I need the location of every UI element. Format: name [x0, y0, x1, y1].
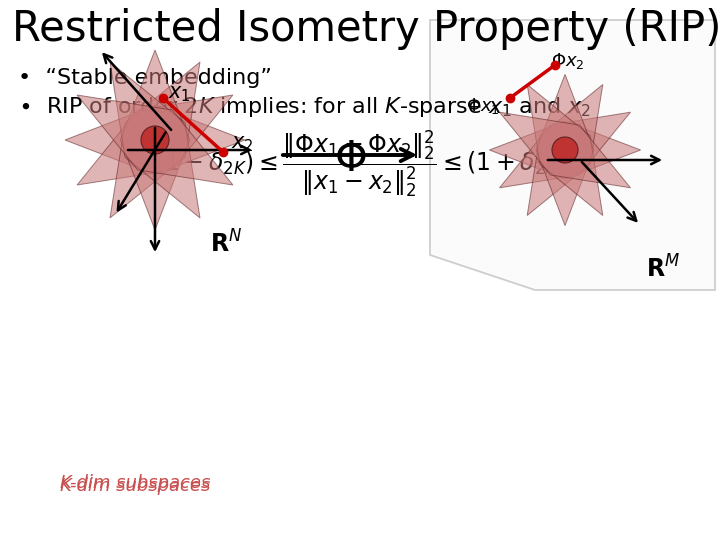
Polygon shape	[527, 85, 603, 215]
Polygon shape	[65, 105, 245, 174]
Polygon shape	[110, 62, 200, 218]
Polygon shape	[77, 95, 233, 185]
Text: $\bullet$  RIP of order $2K$ implies: for all $K$-sparse $x_1$ and $x_2$: $\bullet$ RIP of order $2K$ implies: for…	[18, 95, 591, 119]
Text: $x_1$: $x_1$	[168, 84, 191, 104]
Circle shape	[541, 126, 588, 173]
Polygon shape	[77, 95, 233, 185]
Polygon shape	[500, 112, 631, 188]
Text: $\Phi x_1$: $\Phi x_1$	[467, 96, 500, 116]
Circle shape	[141, 126, 169, 154]
Text: $x_2$: $x_2$	[231, 134, 253, 154]
Polygon shape	[120, 50, 189, 230]
Text: $\Phi x_2$: $\Phi x_2$	[551, 51, 585, 71]
Text: K-dim subspaces: K-dim subspaces	[60, 477, 210, 495]
Text: $(1 - \delta_{2K}) \leq \dfrac{\|\Phi x_1 - \Phi x_2\|_2^2}{\|x_1 - x_2\|_2^2} \: $(1 - \delta_{2K}) \leq \dfrac{\|\Phi x_…	[155, 128, 565, 199]
Circle shape	[130, 115, 180, 165]
Text: $\mathbf{R}^M$: $\mathbf{R}^M$	[646, 255, 680, 282]
Polygon shape	[490, 121, 641, 179]
Polygon shape	[500, 112, 631, 188]
Circle shape	[552, 137, 578, 163]
Text: $\mathbf{R}^N$: $\mathbf{R}^N$	[210, 231, 243, 258]
Polygon shape	[430, 20, 715, 290]
Text: $\Phi$: $\Phi$	[334, 138, 366, 180]
Text: Restricted Isometry Property (RIP): Restricted Isometry Property (RIP)	[12, 8, 720, 50]
Polygon shape	[110, 62, 200, 218]
Text: •  “Stable embedding”: • “Stable embedding”	[18, 68, 272, 88]
Text: K-dim subspaces: K-dim subspaces	[60, 474, 210, 492]
Polygon shape	[536, 75, 594, 226]
Polygon shape	[527, 85, 603, 215]
